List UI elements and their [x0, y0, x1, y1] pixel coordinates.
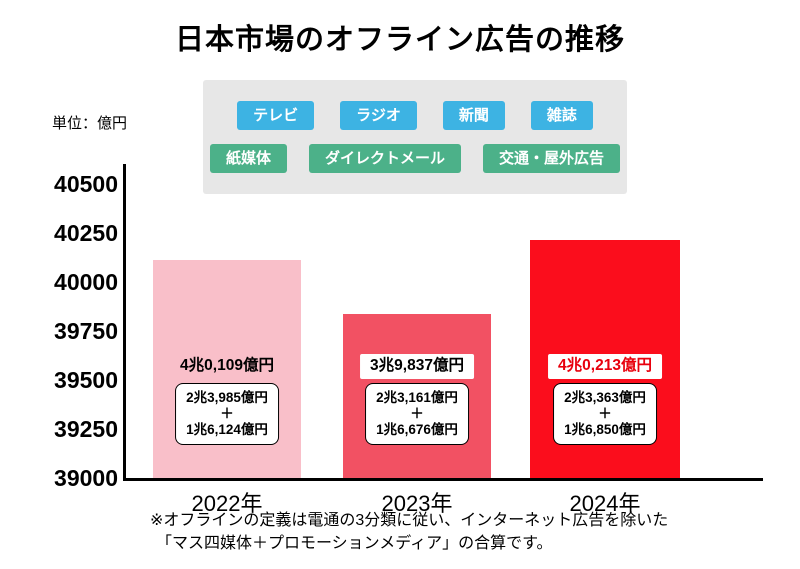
legend-row-promotion-media: 紙媒体 ダイレクトメール 交通・屋外広告 — [203, 144, 627, 173]
bar-breakdown-2022: 2兆3,985億円 ＋ 1兆6,124億円 — [175, 382, 279, 445]
legend-badge-direct-mail: ダイレクトメール — [308, 144, 461, 173]
plot-area: 4兆0,109億円 2兆3,985億円 ＋ 1兆6,124億円 2022年 3兆… — [128, 164, 763, 516]
footnote-line2: 「マス四媒体＋プロモーションメディア」の合算です。 — [156, 535, 553, 552]
bar-breakdown-2023: 2兆3,161億円 ＋ 1兆6,676億円 — [365, 382, 469, 445]
breakdown-part1: 2兆3,363億円 — [564, 389, 646, 405]
bar-group-2022: 4兆0,109億円 2兆3,985億円 ＋ 1兆6,124億円 2022年 — [153, 164, 301, 516]
y-axis-tick-label: 40250 — [54, 219, 118, 246]
plus-sign: ＋ — [220, 405, 234, 421]
breakdown-part1: 2兆3,985億円 — [186, 389, 268, 405]
x-axis-label-2023: 2023年 — [381, 491, 453, 516]
breakdown-part2: 1兆6,676億円 — [376, 421, 458, 437]
x-axis-line — [123, 478, 763, 481]
plus-sign: ＋ — [598, 405, 612, 421]
x-axis-label-2024: 2024年 — [569, 491, 641, 516]
bar-label-2022: 4兆0,109億円 2兆3,985億円 ＋ 1兆6,124億円 — [170, 354, 284, 445]
y-axis-unit-label: 単位：億円 — [52, 115, 128, 132]
footnote-line1: ※オフラインの定義は電通の3分類に従い、インターネット広告を除いた — [150, 512, 669, 529]
legend-badge-radio: ラジオ — [340, 101, 417, 130]
bar-group-2024: 4兆0,213億円 2兆3,363億円 ＋ 1兆6,850億円 2024年 — [530, 164, 680, 516]
bar-total-2024: 4兆0,213億円 — [548, 354, 662, 379]
legend-row-mass-media: テレビ ラジオ 新聞 雑誌 — [203, 101, 627, 130]
x-axis-label-2022: 2022年 — [191, 491, 263, 516]
legend-badge-tv: テレビ — [237, 101, 315, 130]
legend-badge-magazine: 雑誌 — [530, 101, 593, 130]
page-title: 日本市場のオフライン広告の推移 — [174, 24, 625, 56]
legend-badge-print-media: 紙媒体 — [209, 144, 287, 173]
legend: テレビ ラジオ 新聞 雑誌 紙媒体 ダイレクトメール 交通・屋外広告 — [203, 80, 627, 194]
y-axis-tick-labels: 40500 40250 40000 39750 39500 39250 39000 — [30, 164, 118, 491]
y-axis-tick-label: 40000 — [54, 268, 118, 295]
plus-sign: ＋ — [410, 405, 424, 421]
y-axis-tick-label: 39250 — [54, 415, 118, 442]
legend-badge-newspaper: 新聞 — [442, 101, 505, 130]
bar-total-2022: 4兆0,109億円 — [180, 357, 274, 374]
legend-badge-transit-outdoor: 交通・屋外広告 — [483, 144, 621, 173]
y-axis-tick-label: 39000 — [54, 465, 118, 491]
bar-label-2023: 3兆9,837億円 2兆3,161億円 ＋ 1兆6,676億円 — [360, 354, 474, 445]
breakdown-part1: 2兆3,161億円 — [376, 389, 458, 405]
y-axis-line — [123, 164, 126, 481]
y-axis-tick-label: 39500 — [54, 366, 118, 393]
bar-group-2023: 3兆9,837億円 2兆3,161億円 ＋ 1兆6,676億円 2023年 — [343, 164, 491, 516]
breakdown-part2: 1兆6,850億円 — [564, 421, 646, 437]
bar-total-2023: 3兆9,837億円 — [360, 354, 474, 379]
bar-label-2024: 4兆0,213億円 2兆3,363億円 ＋ 1兆6,850億円 — [548, 354, 662, 445]
breakdown-part2: 1兆6,124億円 — [186, 421, 268, 437]
footnote: ※オフラインの定義は電通の3分類に従い、インターネット広告を除いた 「マス四媒体… — [150, 509, 668, 555]
y-axis-tick-label: 39750 — [54, 317, 118, 344]
bar-breakdown-2024: 2兆3,363億円 ＋ 1兆6,850億円 — [553, 382, 657, 445]
y-axis-tick-label: 40500 — [54, 170, 118, 197]
